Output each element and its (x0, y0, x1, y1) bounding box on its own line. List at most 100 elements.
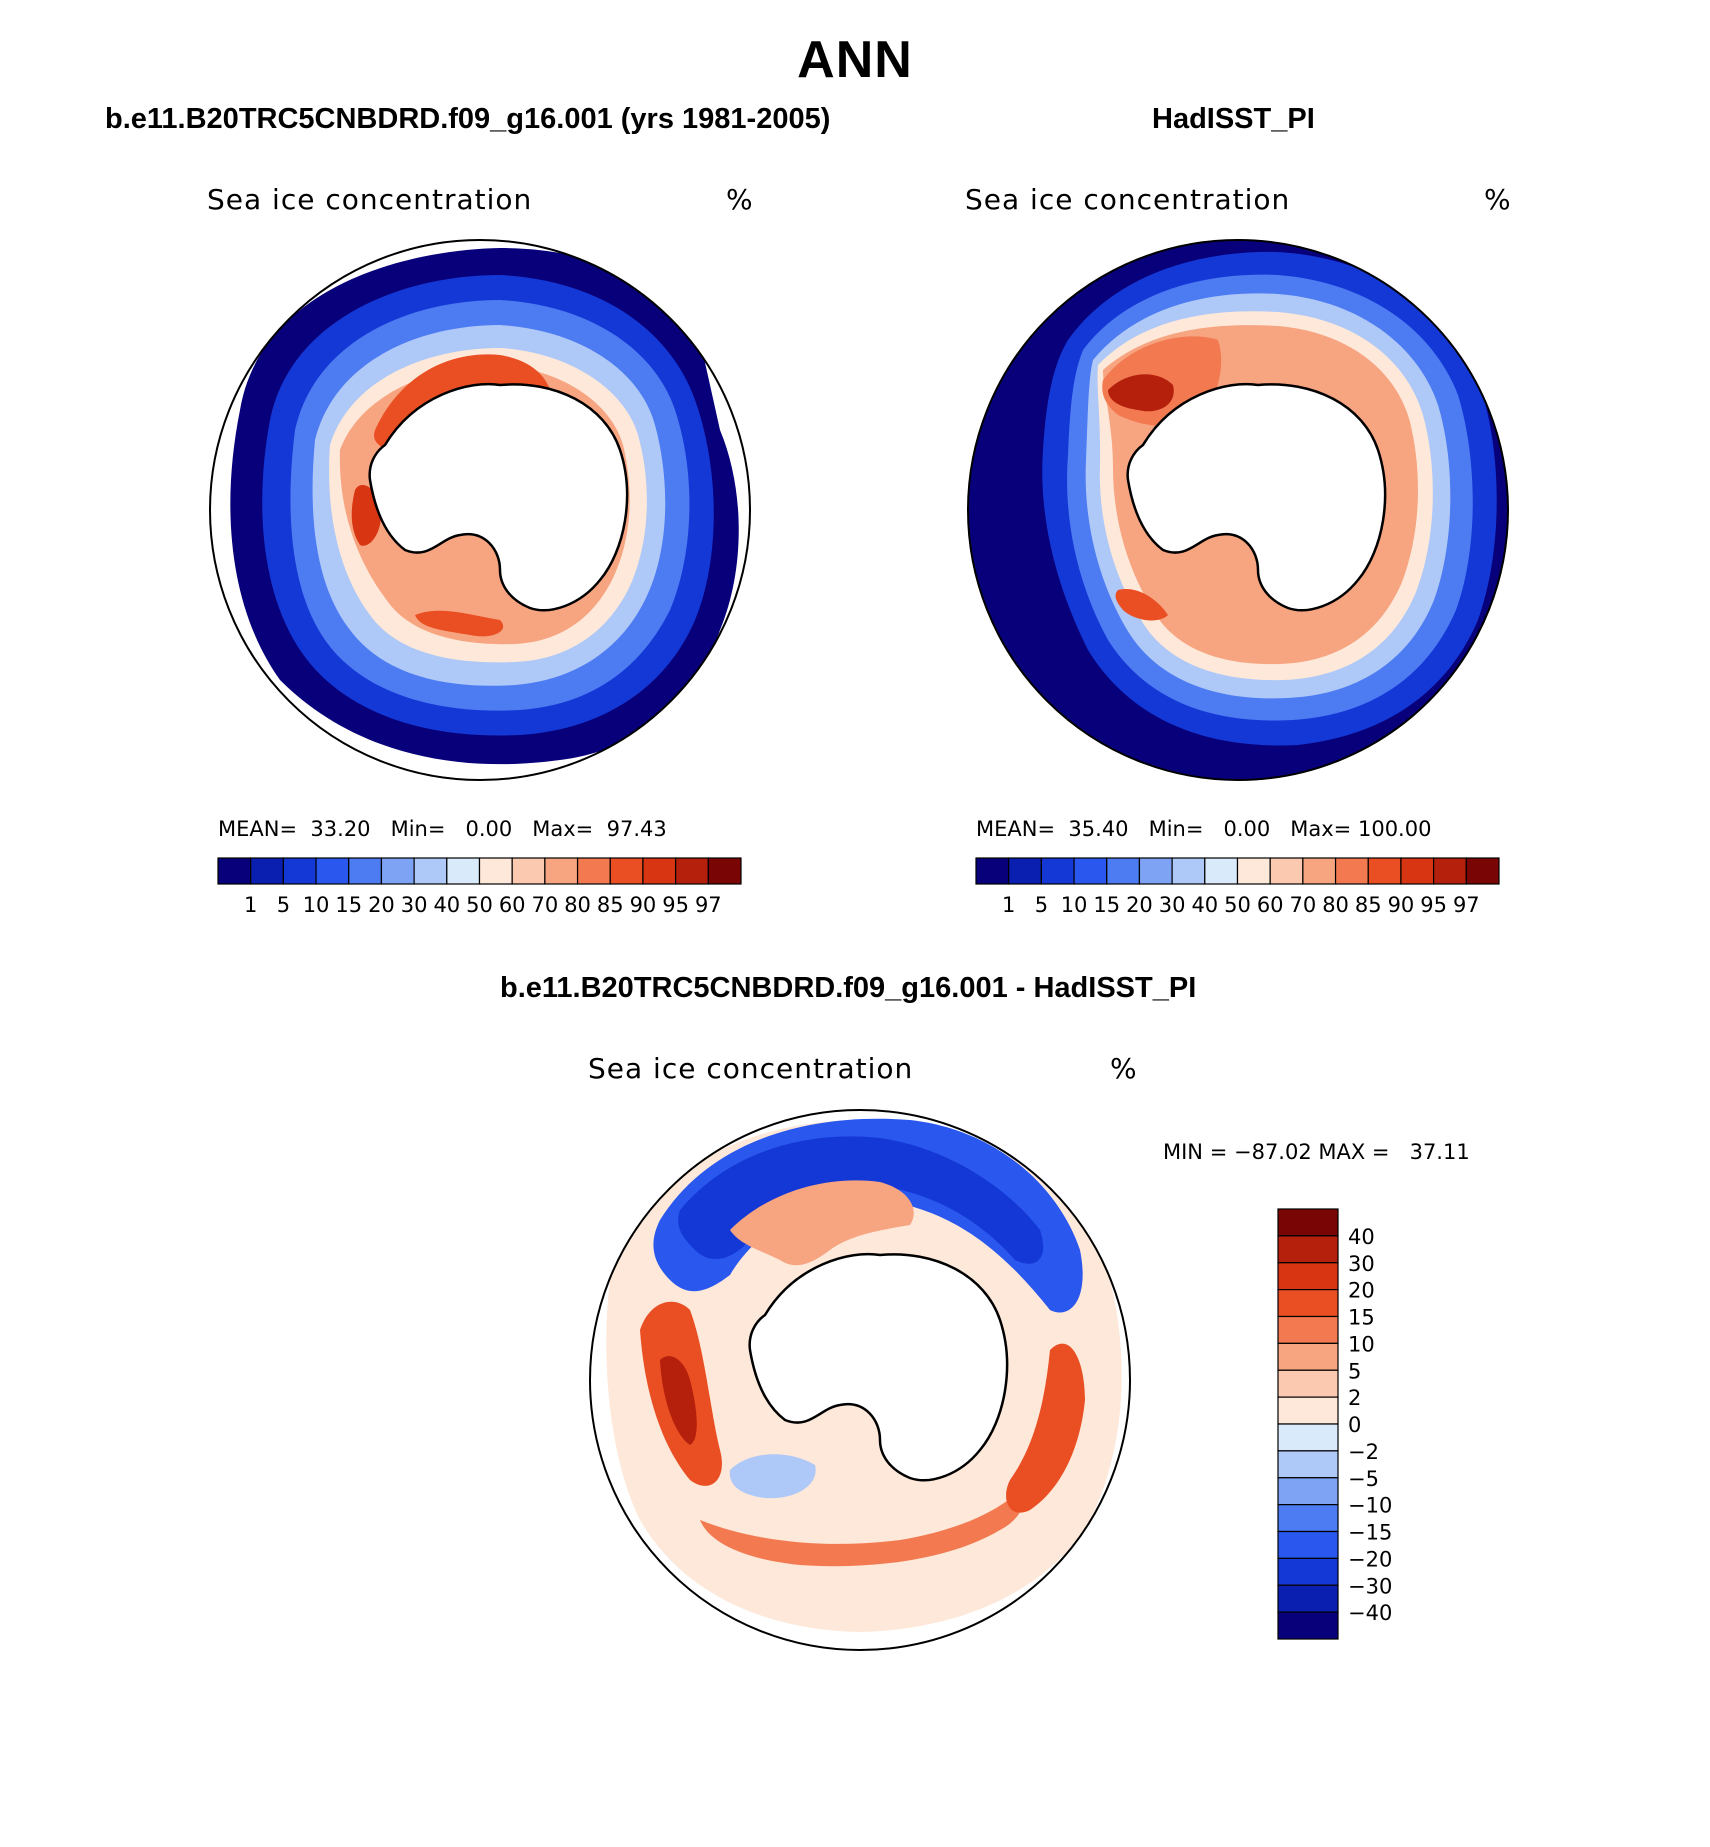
diff-colorbar-tick-label: 5 (1348, 1359, 1361, 1383)
model-antarctica-outline (368, 382, 629, 612)
diff-polar-map (589, 1109, 1131, 1651)
model-polar-map (209, 239, 751, 781)
obs-colorbar-swatch (1433, 857, 1467, 885)
obs-colorbar-swatch (1400, 857, 1435, 885)
diff-min-value: −87.02 (1233, 1140, 1312, 1164)
diff-colorbar-swatch (1277, 1289, 1339, 1318)
diff-max-peninsula (660, 1356, 697, 1445)
obs-map-boundary (967, 239, 1509, 781)
model-colorbar-swatch (315, 857, 350, 885)
model-colorbar-swatch (576, 857, 611, 885)
obs-colorbar-swatch (1073, 857, 1108, 885)
model-colorbar-tick-label: 30 (401, 893, 428, 917)
obs-colorbar-swatch (1106, 857, 1141, 885)
obs-colorbar-swatch (1465, 857, 1500, 885)
diff-colorbar-tick-label: 2 (1348, 1386, 1361, 1410)
diff-colorbar-tick-label: −20 (1348, 1547, 1392, 1571)
obs-colorbar-swatch (1302, 857, 1337, 885)
obs-colorbar-swatch (1334, 857, 1369, 885)
model-colorbar-swatch (511, 857, 546, 885)
diff-variable-label: Sea ice concentration (588, 1052, 914, 1085)
model-colorbar-tick-label: 40 (433, 893, 460, 917)
diff-colorbar-tick-label: −2 (1348, 1440, 1379, 1464)
diff-colorbar-swatch (1277, 1262, 1339, 1291)
model-colorbar-swatch (380, 857, 415, 885)
model-colorbar-swatch (675, 857, 709, 885)
diff-colorbar-swatch (1277, 1369, 1339, 1398)
model-colorbar-swatch (642, 857, 677, 885)
obs-colorbar-tick-label: 1 (1002, 893, 1015, 917)
obs-colorbar-tick-label: 80 (1322, 893, 1349, 917)
obs-colorbar-tick-label: 95 (1420, 893, 1447, 917)
obs-colorbar-swatch (1171, 857, 1206, 885)
model-min-label: Min= (390, 817, 446, 841)
diff-colorbar-tick-label: 40 (1348, 1225, 1375, 1249)
model-colorbar-tick-label: 80 (564, 893, 591, 917)
obs-stats: MEAN= 35.40 Min= 0.00 Max= 100.00 (976, 817, 1431, 841)
diff-colorbar-tick-label: −30 (1348, 1574, 1392, 1598)
diff-colorbar-swatch (1277, 1611, 1339, 1640)
model-colorbar-swatch (413, 857, 448, 885)
obs-case-title: HadISST_PI (1152, 103, 1315, 135)
obs-polar-map (967, 239, 1509, 781)
diff-colorbar-swatch (1277, 1530, 1339, 1559)
diff-max-label: MAX = (1318, 1140, 1390, 1164)
model-colorbar-tick-label: 85 (597, 893, 624, 917)
model-colorbar-tick-label: 60 (499, 893, 526, 917)
obs-colorbar-tick-label: 50 (1224, 893, 1251, 917)
diff-colorbar-tick-label: −5 (1348, 1467, 1379, 1491)
model-max-value: 97.43 (606, 817, 667, 841)
model-colorbar-swatch (609, 857, 644, 885)
model-colorbar-tick-label: 1 (244, 893, 257, 917)
obs-colorbar-tick-label: 30 (1159, 893, 1186, 917)
model-colorbar-tick-label: 5 (277, 893, 290, 917)
diff-colorbar-swatch (1277, 1315, 1339, 1344)
obs-colorbar-tick-label: 90 (1388, 893, 1415, 917)
obs-variable-label: Sea ice concentration (965, 183, 1291, 216)
model-colorbar: 1 5 10 15 20 30 40 50 60 70 80 85 90 95 97 (217, 857, 742, 917)
model-mean-label: MEAN= (218, 817, 298, 841)
obs-colorbar-swatch (975, 857, 1010, 885)
diff-colorbar-swatch (1277, 1342, 1339, 1371)
obs-ice-max-ross (1115, 589, 1168, 621)
model-colorbar-swatch (478, 857, 513, 885)
obs-colorbar-tick-label: 70 (1290, 893, 1317, 917)
model-colorbar-tick-label: 15 (335, 893, 362, 917)
diff-negative-ross (729, 1454, 816, 1499)
obs-max-value: 100.00 (1357, 817, 1432, 841)
model-colorbar-swatch (217, 857, 252, 885)
obs-colorbar-swatch (1040, 857, 1075, 885)
obs-colorbar-swatch (1008, 857, 1042, 885)
diff-positive-ross-belt (700, 1490, 1024, 1567)
diff-positive-weddell (730, 1180, 914, 1266)
diff-units-label: % (1110, 1052, 1138, 1085)
model-colorbar-swatch (544, 857, 579, 885)
obs-max-label: Max= (1290, 817, 1352, 841)
diff-min-label: MIN = (1163, 1140, 1228, 1164)
obs-colorbar-swatch (1138, 857, 1173, 885)
obs-colorbar-tick-label: 85 (1355, 893, 1382, 917)
diff-colorbar-tick-label: 20 (1348, 1279, 1375, 1303)
diff-map-boundary (589, 1109, 1131, 1651)
obs-min-value: 0.00 (1223, 817, 1271, 841)
model-units-label: % (726, 183, 754, 216)
diff-colorbar-tick-label: −40 (1348, 1601, 1392, 1625)
diff-colorbar-tick-label: 15 (1348, 1306, 1375, 1330)
obs-units-label: % (1484, 183, 1512, 216)
obs-mean-label: MEAN= (976, 817, 1056, 841)
model-min-value: 0.00 (465, 817, 513, 841)
diff-colorbar-swatch (1277, 1504, 1339, 1533)
model-colorbar-tick-label: 50 (466, 893, 493, 917)
diff-colorbar-swatch (1277, 1477, 1339, 1506)
obs-colorbar-tick-label: 10 (1061, 893, 1088, 917)
diff-colorbar-swatch (1277, 1423, 1339, 1452)
obs-colorbar: 1 5 10 15 20 30 40 50 60 70 80 85 90 95 97 (975, 857, 1500, 917)
diff-colorbar-swatch (1277, 1396, 1339, 1425)
model-map-boundary (209, 239, 751, 781)
obs-colorbar-tick-label: 40 (1191, 893, 1218, 917)
model-colorbar-tick-label: 95 (662, 893, 689, 917)
model-ice-max-ross (415, 610, 504, 637)
obs-colorbar-swatch (1204, 857, 1239, 885)
figure-title: ANN (797, 31, 913, 89)
obs-mean-value: 35.40 (1068, 817, 1129, 841)
